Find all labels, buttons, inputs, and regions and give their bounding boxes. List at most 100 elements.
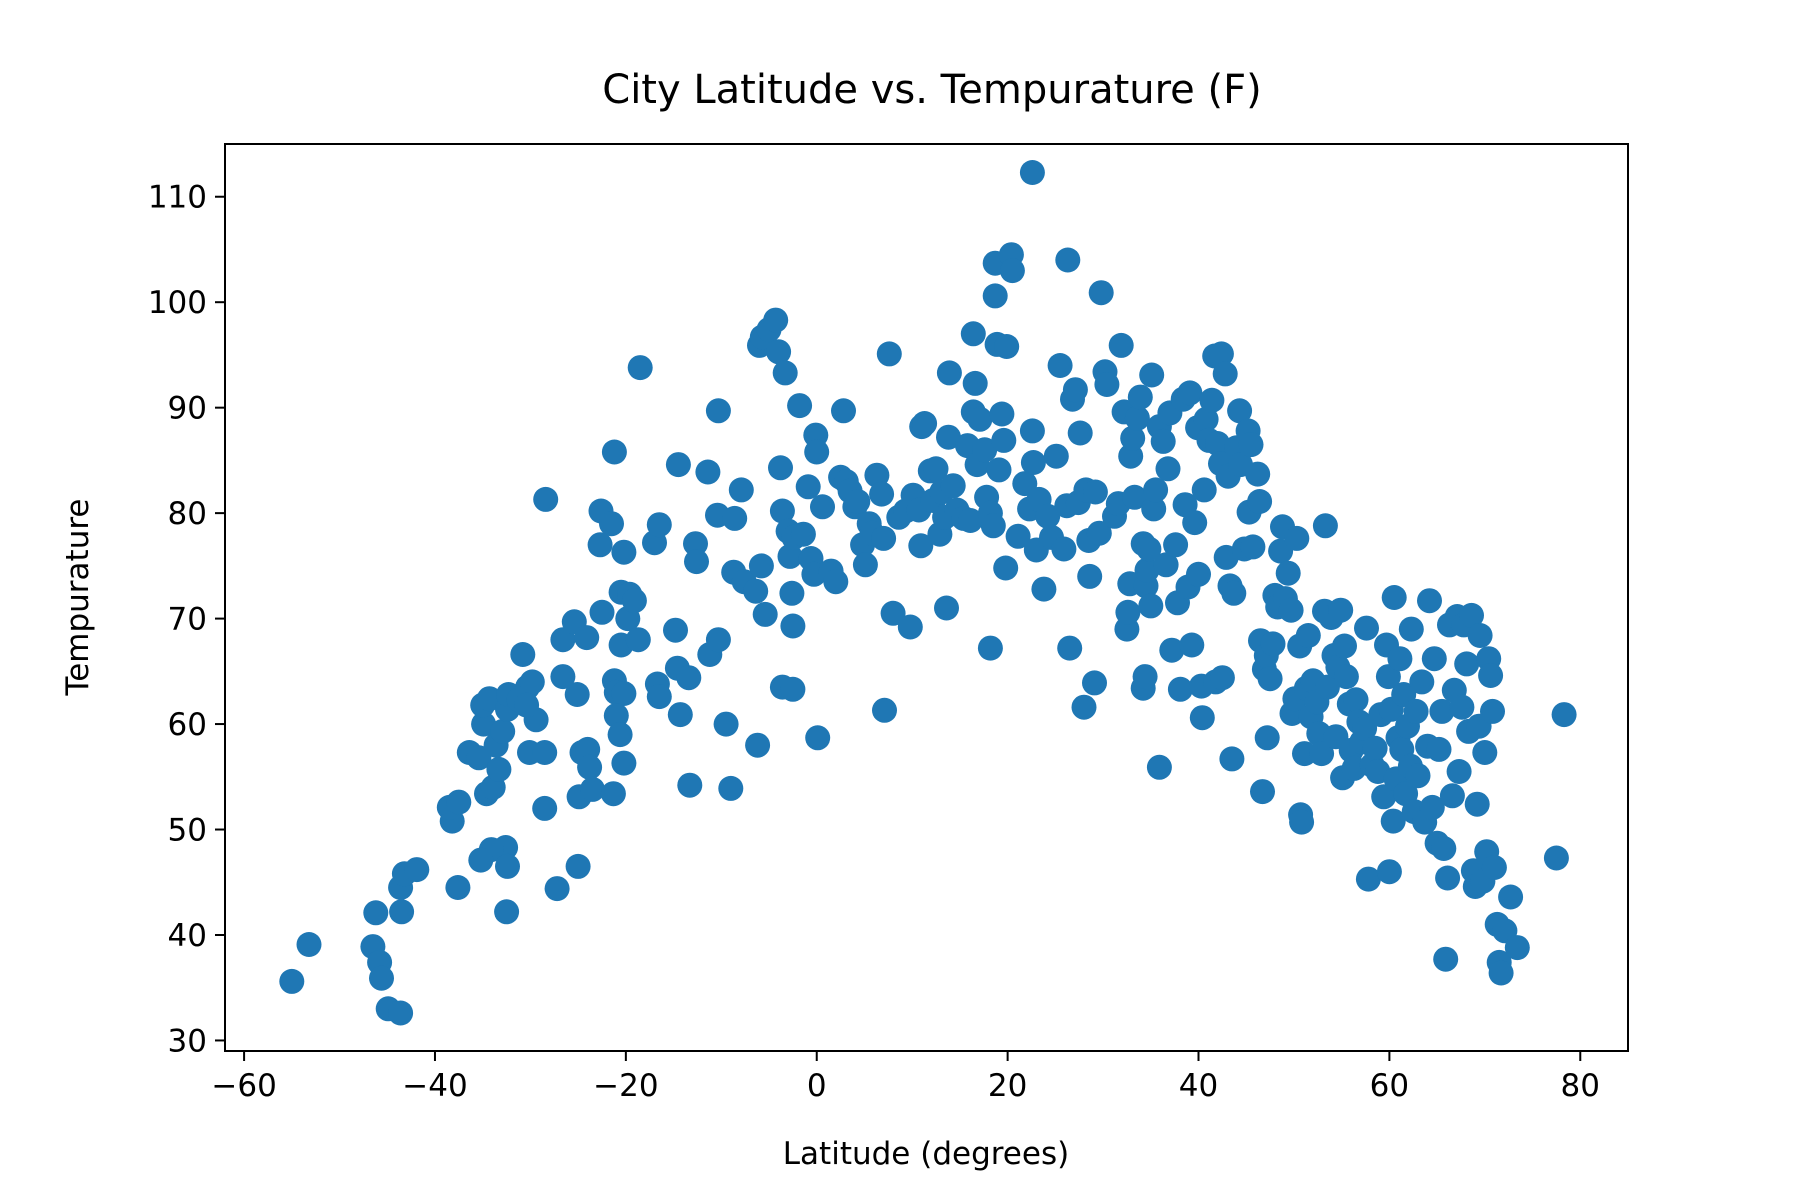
data-point <box>989 401 1015 427</box>
y-tick-label: 70 <box>168 602 207 638</box>
x-tick-label: 0 <box>807 1068 827 1104</box>
data-point <box>722 505 748 531</box>
data-point <box>1449 694 1475 720</box>
data-point <box>1082 670 1107 696</box>
data-point <box>621 588 647 614</box>
data-point <box>1488 960 1514 986</box>
data-point <box>805 725 831 751</box>
data-point <box>1189 705 1215 731</box>
data-point <box>1314 674 1340 700</box>
data-point <box>777 543 803 569</box>
data-point <box>967 406 993 432</box>
data-point <box>1250 779 1275 805</box>
data-point <box>1057 635 1083 661</box>
data-point <box>766 339 792 365</box>
data-point <box>1387 646 1413 672</box>
data-point <box>991 427 1017 453</box>
data-point <box>580 776 605 802</box>
data-point <box>804 439 830 465</box>
data-point <box>667 702 693 728</box>
data-point <box>532 795 558 821</box>
data-point <box>684 549 709 575</box>
data-point <box>1480 698 1505 724</box>
data-point <box>611 681 637 706</box>
data-point <box>1138 593 1164 619</box>
data-point <box>1159 637 1185 663</box>
data-point <box>1155 456 1181 482</box>
data-point <box>728 477 754 503</box>
data-point <box>476 686 502 712</box>
data-point <box>1193 406 1219 432</box>
data-point <box>600 781 626 807</box>
data-point <box>1047 353 1073 378</box>
data-point <box>1019 160 1045 185</box>
data-point <box>745 732 771 758</box>
data-point <box>550 664 576 690</box>
data-point <box>544 876 570 902</box>
data-point <box>1481 855 1507 880</box>
data-point <box>1227 398 1253 424</box>
x-tick-label: 60 <box>1370 1068 1409 1104</box>
data-point <box>1371 784 1397 810</box>
data-point <box>831 398 856 424</box>
data-point <box>663 617 688 643</box>
data-point <box>1362 735 1388 761</box>
data-point <box>1464 791 1490 817</box>
data-point <box>1205 431 1231 456</box>
data-point <box>779 580 805 606</box>
data-point <box>486 756 512 782</box>
data-point <box>936 360 962 386</box>
data-point <box>646 684 672 710</box>
data-point <box>1153 552 1179 578</box>
data-point <box>787 393 813 419</box>
data-point <box>1295 623 1321 648</box>
data-point <box>1136 536 1162 562</box>
data-point <box>768 455 793 481</box>
data-point <box>1067 420 1093 446</box>
data-point <box>752 601 778 627</box>
data-point <box>519 669 545 695</box>
data-point <box>1177 380 1203 406</box>
data-point <box>601 439 627 465</box>
data-point <box>962 370 988 396</box>
data-point <box>912 411 938 436</box>
data-point <box>1094 372 1120 397</box>
data-point <box>1120 425 1146 451</box>
data-point <box>587 532 613 558</box>
data-point <box>1375 664 1401 690</box>
data-point <box>993 555 1019 581</box>
data-point <box>872 697 897 723</box>
data-point <box>695 459 721 485</box>
data-point <box>676 665 702 691</box>
data-point <box>389 899 415 925</box>
data-point <box>532 740 558 765</box>
data-point <box>790 521 816 547</box>
data-point <box>1108 332 1134 358</box>
data-point <box>763 307 789 333</box>
y-tick-label: 60 <box>168 707 207 743</box>
data-point <box>1260 631 1286 657</box>
data-point <box>1421 646 1447 672</box>
data-point <box>589 599 615 625</box>
x-axis-label: Latitude (degrees) <box>783 1136 1069 1172</box>
data-point <box>1240 534 1266 560</box>
data-point <box>1186 561 1211 587</box>
x-tick-label: 20 <box>988 1068 1027 1104</box>
data-point <box>772 360 798 386</box>
data-point <box>780 613 806 639</box>
data-point <box>1141 496 1167 522</box>
data-point <box>972 437 998 463</box>
data-point <box>1199 387 1225 413</box>
data-point <box>1354 615 1379 641</box>
data-point <box>999 258 1025 284</box>
data-point <box>1019 418 1045 444</box>
data-point <box>1472 740 1498 765</box>
data-point <box>869 481 895 507</box>
data-point <box>982 283 1008 309</box>
data-point <box>607 722 633 748</box>
data-point <box>1062 377 1088 403</box>
y-tick-label: 90 <box>168 391 207 427</box>
data-point <box>795 474 821 500</box>
data-point <box>1134 557 1160 583</box>
data-point <box>934 595 959 621</box>
